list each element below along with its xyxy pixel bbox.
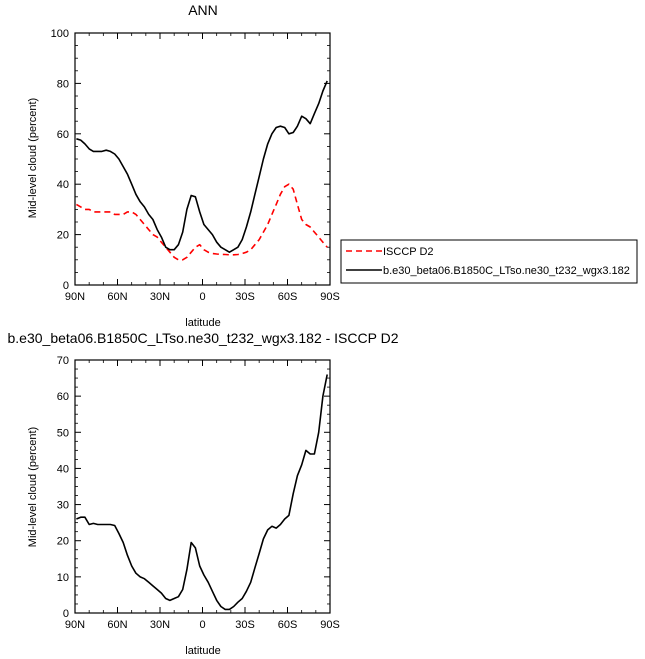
x-tick-label: 60N <box>107 291 127 303</box>
y-tick-label: 40 <box>57 179 69 191</box>
x-tick-label: 30S <box>235 291 255 303</box>
legend-box <box>340 239 638 284</box>
y-tick-label: 30 <box>57 500 69 512</box>
x-tick-label: 30N <box>150 291 170 303</box>
panel-2-plot-area: 0 10 20 30 40 50 60 70 90N 60N 30N 0 30S 60S 90S <box>57 355 340 631</box>
y-tick-label: 40 <box>57 463 69 475</box>
panel-2-ylabel: Mid-level cloud (percent) <box>27 427 39 547</box>
y-tick-label: 20 <box>57 536 69 548</box>
panel-1-plot-area: 0 20 40 60 80 100 90N 60N 30N 0 30S 60S 90S <box>51 28 340 303</box>
panel-1-ylabel: Mid-level cloud (percent) <box>27 98 39 218</box>
x-tick-label: 0 <box>199 619 205 631</box>
x-tick-label: 60S <box>278 619 298 631</box>
panel-1-title: ANN <box>188 2 218 18</box>
x-tick-label: 90S <box>320 619 340 631</box>
x-tick-label: 0 <box>199 291 205 303</box>
plot-frame <box>74 32 331 286</box>
legend-entry-isccp: ISCCP D2 <box>383 246 434 258</box>
y-tick-label: 0 <box>63 608 69 620</box>
panel-1-chart: ANN 0 20 40 60 80 100 90N 60N 30N 0 30S 60S 90S lati… <box>27 2 638 329</box>
panel-2-chart: b.e30_beta06.B1850C_LTso.ne30_t232_wgx3.… <box>8 330 399 657</box>
x-tick-label: 60S <box>278 291 298 303</box>
panel-1-xlabel: latitude <box>185 317 220 329</box>
y-tick-label: 60 <box>57 129 69 141</box>
x-tick-label: 90S <box>320 291 340 303</box>
x-tick-label: 60N <box>107 619 127 631</box>
series-line-model <box>76 374 328 611</box>
legend: ISCCP D2 b.e30_beta06.B1850C_LTso.ne30_t… <box>340 239 638 284</box>
y-tick-label: 60 <box>57 391 69 403</box>
y-tick-label: 0 <box>63 280 69 292</box>
y-tick-label: 10 <box>57 572 69 584</box>
panel-2-title: b.e30_beta06.B1850C_LTso.ne30_t232_wgx3.… <box>8 330 399 346</box>
series-line-model <box>76 80 328 253</box>
x-tick-label: 30S <box>235 619 255 631</box>
y-tick-label: 80 <box>57 78 69 90</box>
y-tick-label: 100 <box>51 28 69 40</box>
y-tick-label: 70 <box>57 355 69 367</box>
x-tick-label: 30N <box>150 619 170 631</box>
y-tick-label: 20 <box>57 230 69 242</box>
series-line-isccp <box>75 183 328 261</box>
panel-2-xlabel: latitude <box>185 645 220 657</box>
y-tick-label: 50 <box>57 427 69 439</box>
x-tick-label: 90N <box>65 619 85 631</box>
plot-frame <box>74 359 331 614</box>
x-tick-label: 90N <box>65 291 85 303</box>
legend-entry-model: b.e30_beta06.B1850C_LTso.ne30_t232_wgx3.… <box>383 265 630 277</box>
